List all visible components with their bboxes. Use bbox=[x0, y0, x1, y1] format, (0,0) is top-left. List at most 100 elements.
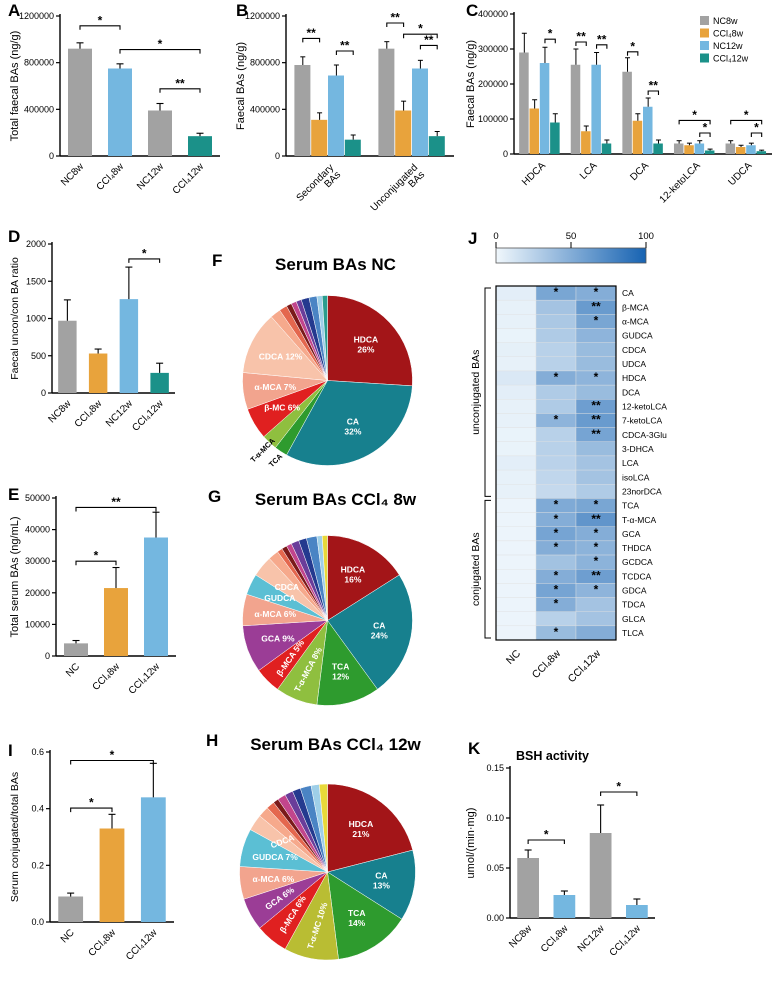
svg-text:Serum BAs NC: Serum BAs NC bbox=[275, 255, 396, 274]
svg-text:*: * bbox=[594, 526, 599, 540]
svg-text:Faecal BAs (ng/g): Faecal BAs (ng/g) bbox=[465, 40, 477, 128]
svg-text:400000: 400000 bbox=[24, 104, 54, 114]
svg-text:*: * bbox=[554, 583, 559, 597]
svg-text:*: * bbox=[98, 13, 103, 27]
svg-text:HDCA: HDCA bbox=[622, 373, 646, 383]
svg-text:NC12w: NC12w bbox=[713, 41, 743, 51]
svg-text:NC8w: NC8w bbox=[59, 161, 87, 189]
svg-text:1200000: 1200000 bbox=[245, 11, 280, 21]
svg-text:α-MCA: α-MCA bbox=[622, 317, 649, 327]
svg-text:**: ** bbox=[424, 33, 434, 47]
svg-text:α-MCA 6%: α-MCA 6% bbox=[254, 609, 296, 619]
svg-text:umol/(min·mg): umol/(min·mg) bbox=[465, 808, 477, 879]
svg-text:100000: 100000 bbox=[478, 114, 508, 124]
svg-text:*: * bbox=[554, 413, 559, 427]
svg-text:CDCA: CDCA bbox=[622, 345, 646, 355]
svg-text:CCl₄8w: CCl₄8w bbox=[539, 923, 571, 955]
svg-text:CCl₄8w: CCl₄8w bbox=[713, 29, 744, 39]
svg-text:GCA 9%: GCA 9% bbox=[261, 633, 295, 643]
svg-text:*: * bbox=[554, 498, 559, 512]
svg-text:*: * bbox=[554, 512, 559, 526]
svg-text:**: ** bbox=[307, 26, 317, 40]
svg-text:NC12w: NC12w bbox=[135, 161, 167, 193]
svg-text:0: 0 bbox=[503, 149, 508, 159]
svg-text:CDCA: CDCA bbox=[275, 582, 300, 592]
svg-text:**: ** bbox=[111, 495, 121, 509]
chart-svg-C: 0 100000 200000 300000 400000 Faecal BAs (ng/… bbox=[465, 9, 772, 205]
panel-F-serum-bas-nc-pie-chart: Serum BAs NC HDCA 26% CA 32% TCA T-α-MCA β-MC 6… bbox=[190, 248, 465, 483]
svg-text:α-MCA 6%: α-MCA 6% bbox=[252, 874, 294, 884]
svg-text:**: ** bbox=[591, 427, 601, 441]
svg-text:*: * bbox=[554, 597, 559, 611]
svg-text:TLCA: TLCA bbox=[622, 628, 644, 638]
svg-text:NC8w: NC8w bbox=[713, 16, 738, 26]
svg-text:GLCA: GLCA bbox=[622, 614, 645, 624]
panel-label-A: A bbox=[8, 1, 21, 20]
svg-text:**: ** bbox=[175, 76, 185, 90]
svg-text:0: 0 bbox=[493, 231, 498, 242]
svg-text:GUDCA: GUDCA bbox=[264, 593, 295, 603]
svg-text:DCA: DCA bbox=[622, 387, 640, 397]
chart-svg-E: 0 10000 20000 30000 40000 50000 Total serum BA… bbox=[9, 493, 176, 697]
svg-text:0: 0 bbox=[275, 151, 280, 161]
svg-text:*: * bbox=[418, 22, 423, 36]
svg-text:NC8w: NC8w bbox=[46, 398, 74, 426]
svg-text:CDCA 12%: CDCA 12% bbox=[259, 352, 303, 362]
chart-svg-A: 0 400000 800000 1200000 Total faecal BAs (ng… bbox=[9, 11, 220, 197]
svg-text:THDCA: THDCA bbox=[622, 543, 652, 553]
panel-B-faecal-bas-grouped-bar-chart: 0 400000 800000 1200000 Faecal BAs (ng/g) Sec… bbox=[232, 6, 458, 230]
svg-text:**: ** bbox=[391, 11, 401, 25]
svg-text:0: 0 bbox=[45, 651, 50, 661]
svg-text:TCA: TCA bbox=[267, 451, 285, 469]
svg-text:*: * bbox=[594, 314, 599, 328]
svg-text:*: * bbox=[703, 121, 708, 135]
svg-text:*: * bbox=[554, 285, 559, 299]
panel-I-serum-conjugated-ratio-bar-chart: 0.0 0.2 0.4 0.6 Serum conjugated/total BAs NC… bbox=[6, 742, 186, 984]
svg-text:CCl₄8w: CCl₄8w bbox=[530, 647, 564, 681]
svg-text:*: * bbox=[616, 780, 621, 794]
svg-text:*: * bbox=[554, 625, 559, 639]
svg-text:*: * bbox=[744, 108, 749, 122]
panel-H-serum-bas-ccl4-12w-pie-chart: Serum BAs CCl₄ 12w HDCA 21% CA 13% TCA 14% T-α-… bbox=[190, 728, 465, 986]
chart-svg-B: 0 400000 800000 1200000 Faecal BAs (ng/g) Sec… bbox=[235, 11, 454, 214]
svg-text:CCl₄8w: CCl₄8w bbox=[73, 398, 105, 430]
svg-text:CCl₄12w: CCl₄12w bbox=[171, 161, 207, 197]
svg-text:CA: CA bbox=[622, 288, 634, 298]
svg-text:40000: 40000 bbox=[25, 525, 50, 535]
svg-text:0.15: 0.15 bbox=[486, 763, 504, 773]
svg-text:12-ketoLCA: 12-ketoLCA bbox=[622, 401, 667, 411]
svg-text:300000: 300000 bbox=[478, 44, 508, 54]
svg-text:*: * bbox=[594, 540, 599, 554]
svg-text:Faecal BAs (ng/g): Faecal BAs (ng/g) bbox=[235, 42, 247, 130]
svg-text:200000: 200000 bbox=[478, 79, 508, 89]
svg-text:*: * bbox=[692, 108, 697, 122]
svg-text:T-α-MCA: T-α-MCA bbox=[622, 515, 657, 525]
svg-text:50: 50 bbox=[566, 231, 577, 242]
panel-C-faecal-bas-species-bar-chart: 0 100000 200000 300000 400000 Faecal BAs (ng/… bbox=[462, 6, 774, 218]
panel-label-H: H bbox=[206, 731, 219, 750]
svg-text:Total faecal BAs (ng/g): Total faecal BAs (ng/g) bbox=[9, 31, 21, 142]
svg-text:unconjugated BAs: unconjugated BAs bbox=[470, 350, 482, 435]
panel-label-F: F bbox=[212, 251, 223, 270]
svg-text:NC: NC bbox=[59, 927, 77, 945]
panel-J-bas-heatmap: 0 50 100 * * CA ** β-MCA * α-MCA GUDCA CDCA UDCA * * HD… bbox=[462, 226, 772, 704]
svg-text:GCDCA: GCDCA bbox=[622, 557, 653, 567]
svg-text:β-MCA: β-MCA bbox=[622, 302, 649, 312]
svg-text:7-ketoLCA: 7-ketoLCA bbox=[622, 416, 662, 426]
svg-text:3-DHCA: 3-DHCA bbox=[622, 444, 654, 454]
svg-text:BSH activity: BSH activity bbox=[516, 749, 589, 763]
svg-text:NC: NC bbox=[504, 647, 524, 667]
svg-text:CDCA-3Glu: CDCA-3Glu bbox=[622, 430, 667, 440]
svg-text:0.00: 0.00 bbox=[486, 913, 504, 923]
svg-text:SecondaryBAs: SecondaryBAs bbox=[295, 162, 344, 211]
svg-text:TCA: TCA bbox=[622, 501, 639, 511]
panel-E-total-serum-bas-bar-chart: 0 10000 20000 30000 40000 50000 Total serum BA… bbox=[6, 488, 186, 716]
